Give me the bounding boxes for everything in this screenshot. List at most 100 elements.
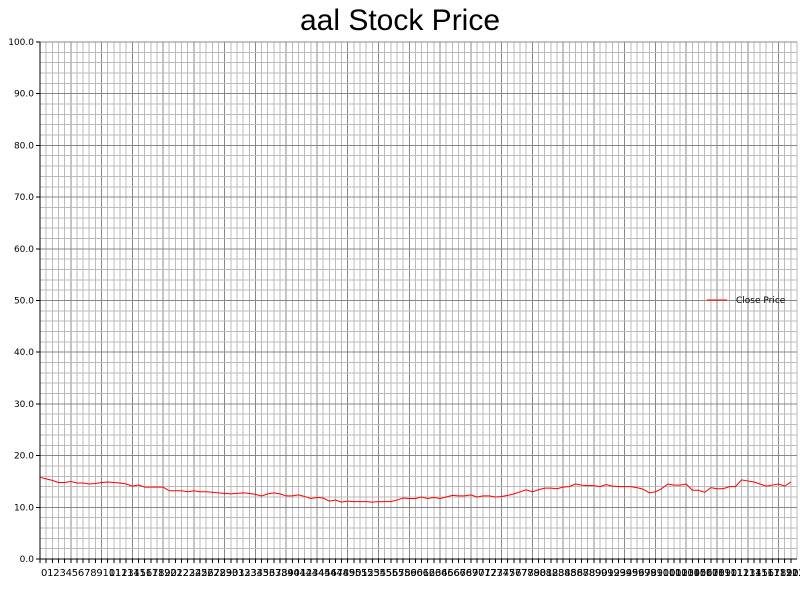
x-tick-label: 114 xyxy=(743,568,762,579)
x-tick-label: 80 xyxy=(533,568,546,579)
x-tick-label: 37 xyxy=(269,568,282,579)
x-tick-label: 83 xyxy=(552,568,565,579)
x-tick-label: 29 xyxy=(219,568,232,579)
x-tick-label: 57 xyxy=(392,568,405,579)
x-tick-label: 116 xyxy=(755,568,774,579)
x-tick-label: 17 xyxy=(146,568,159,579)
x-tick-label: 26 xyxy=(201,568,214,579)
x-tick-label: 99 xyxy=(650,568,663,579)
x-axis-ticks: 0 1 2 3 4 5 6 7 8 9 101112131415161718192021222324… xyxy=(39,559,800,579)
x-tick-label: 108 xyxy=(706,568,725,579)
x-tick-label: 2 xyxy=(53,568,59,579)
y-tick-label: 70.0 xyxy=(14,193,34,203)
x-tick-label: 32 xyxy=(238,568,251,579)
x-tick-label: 7 xyxy=(84,568,90,579)
y-tick-label: 50.0 xyxy=(14,297,34,307)
x-tick-label: 92 xyxy=(607,568,620,579)
chart-title: aal Stock Price xyxy=(300,4,500,37)
x-tick-label: 35 xyxy=(256,568,269,579)
x-tick-label: 11 xyxy=(109,568,122,579)
x-tick-label: 87 xyxy=(576,568,589,579)
x-tick-label: 4 xyxy=(66,568,72,579)
y-tick-label: 0.0 xyxy=(20,555,35,565)
x-tick-label: 72 xyxy=(484,568,497,579)
x-tick-label: 50 xyxy=(349,568,362,579)
x-tick-label: 104 xyxy=(681,568,700,579)
x-tick-label: 18 xyxy=(152,568,165,579)
x-tick-label: 79 xyxy=(527,568,540,579)
x-tick-label: 109 xyxy=(712,568,731,579)
x-tick-label: 82 xyxy=(546,568,559,579)
x-tick-label: 42 xyxy=(299,568,312,579)
x-tick-label: 98 xyxy=(644,568,657,579)
x-tick-label: 27 xyxy=(207,568,220,579)
grid xyxy=(39,41,798,560)
x-tick-label: 39 xyxy=(281,568,294,579)
x-tick-label: 41 xyxy=(293,568,306,579)
x-tick-label: 15 xyxy=(133,568,146,579)
x-tick-label: 30 xyxy=(226,568,239,579)
x-tick-label: 20 xyxy=(164,568,177,579)
x-tick-label: 90 xyxy=(595,568,608,579)
x-tick-label: 44 xyxy=(312,568,325,579)
x-tick-label: 59 xyxy=(404,568,417,579)
y-tick-label: 10.0 xyxy=(14,503,34,513)
x-tick-label: 75 xyxy=(503,568,516,579)
x-tick-label: 33 xyxy=(244,568,257,579)
x-tick-label: 48 xyxy=(336,568,349,579)
x-tick-label: 122 xyxy=(792,568,800,579)
x-tick-label: 51 xyxy=(355,568,368,579)
x-tick-label: 77 xyxy=(515,568,528,579)
x-tick-label: 76 xyxy=(509,568,522,579)
y-tick-label: 60.0 xyxy=(14,245,34,255)
x-tick-label: 21 xyxy=(170,568,183,579)
x-tick-label: 81 xyxy=(540,568,553,579)
x-tick-label: 12 xyxy=(115,568,128,579)
x-tick-label: 117 xyxy=(761,568,780,579)
x-tick-label: 16 xyxy=(139,568,152,579)
x-tick-label: 91 xyxy=(601,568,614,579)
x-tick-label: 31 xyxy=(232,568,245,579)
x-tick-label: 6 xyxy=(78,568,84,579)
x-tick-label: 119 xyxy=(773,568,792,579)
x-tick-label: 112 xyxy=(730,568,749,579)
x-tick-label: 85 xyxy=(564,568,577,579)
x-tick-label: 38 xyxy=(275,568,288,579)
x-tick-label: 97 xyxy=(638,568,651,579)
x-tick-label: 10 xyxy=(103,568,116,579)
x-tick-label: 113 xyxy=(736,568,755,579)
y-tick-label: 30.0 xyxy=(14,400,34,410)
y-tick-label: 40.0 xyxy=(14,348,34,358)
x-tick-label: 71 xyxy=(478,568,491,579)
x-tick-label: 61 xyxy=(416,568,429,579)
x-tick-label: 66 xyxy=(447,568,460,579)
x-tick-label: 107 xyxy=(700,568,719,579)
x-tick-label: 9 xyxy=(96,568,102,579)
x-tick-label: 1 xyxy=(47,568,53,579)
series-layer xyxy=(39,476,792,503)
x-tick-label: 78 xyxy=(521,568,534,579)
legend: Close Price xyxy=(707,296,786,306)
x-tick-label: 45 xyxy=(318,568,331,579)
x-tick-label: 52 xyxy=(361,568,374,579)
x-tick-label: 25 xyxy=(195,568,208,579)
x-tick-label: 53 xyxy=(367,568,380,579)
x-tick-label: 118 xyxy=(767,568,786,579)
x-tick-label: 5 xyxy=(72,568,78,579)
x-tick-label: 86 xyxy=(570,568,583,579)
x-tick-label: 0 xyxy=(41,568,47,579)
x-tick-label: 88 xyxy=(583,568,596,579)
x-tick-label: 3 xyxy=(59,568,65,579)
x-tick-label: 60 xyxy=(410,568,423,579)
x-tick-label: 14 xyxy=(127,568,140,579)
x-tick-label: 70 xyxy=(472,568,485,579)
x-tick-label: 49 xyxy=(343,568,356,579)
x-tick-label: 69 xyxy=(466,568,479,579)
x-tick-label: 40 xyxy=(287,568,300,579)
x-tick-label: 101 xyxy=(663,568,682,579)
y-tick-label: 90.0 xyxy=(14,90,34,100)
x-tick-label: 94 xyxy=(620,568,633,579)
x-tick-label: 43 xyxy=(306,568,319,579)
x-tick-label: 106 xyxy=(693,568,712,579)
